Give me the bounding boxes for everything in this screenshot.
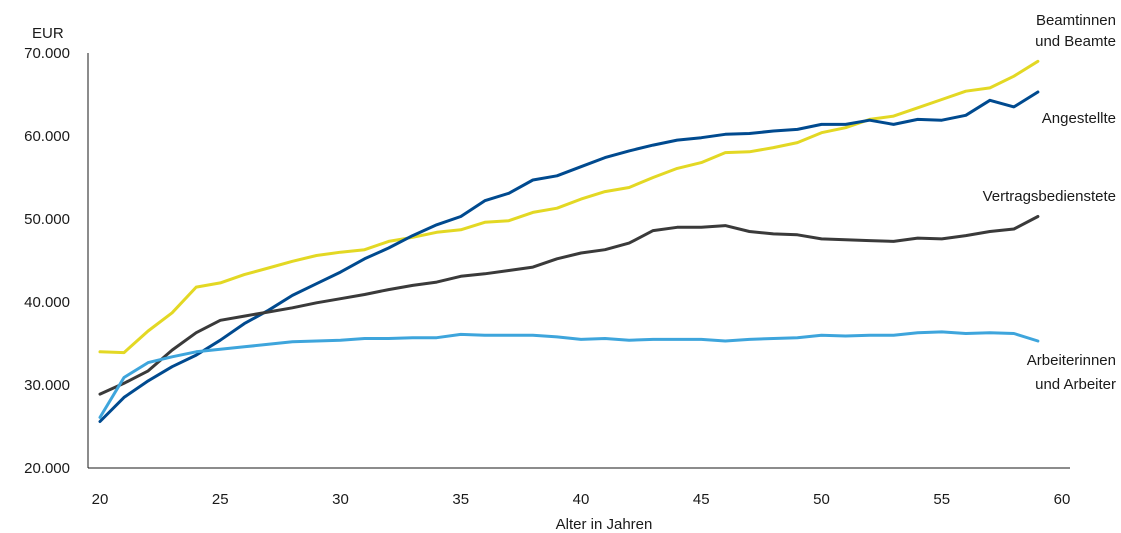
x-tick-label: 60 bbox=[1054, 491, 1071, 508]
x-axis-ticks: 20 25 30 35 40 45 50 55 60 bbox=[92, 491, 1071, 508]
x-axis-title: Alter in Jahren bbox=[556, 516, 653, 533]
x-tick-label: 20 bbox=[92, 491, 109, 508]
series-line bbox=[98, 59, 1040, 355]
x-tick-label: 55 bbox=[933, 491, 950, 508]
y-axis-title: EUR bbox=[32, 25, 64, 42]
series-label: Vertragsbedienstete bbox=[983, 188, 1116, 205]
series-label-line: Angestellte bbox=[1042, 110, 1116, 127]
y-axis-ticks: 20.000 30.000 40.000 50.000 60.000 70.000 bbox=[24, 45, 70, 477]
x-tick-label: 35 bbox=[452, 491, 469, 508]
series-line bbox=[98, 330, 1040, 419]
series-labels: Beamtinnen und Beamte Angestellte Vertragsb… bbox=[983, 12, 1116, 393]
series-label: Angestellte bbox=[1042, 110, 1116, 127]
y-tick-label: 30.000 bbox=[24, 377, 70, 394]
x-tick-label: 30 bbox=[332, 491, 349, 508]
series-lines bbox=[98, 59, 1040, 423]
series-label-line: Arbeiterinnen bbox=[1027, 352, 1116, 369]
series-label-line: Beamtinnen bbox=[1036, 12, 1116, 29]
series-label: Arbeiterinnen und Arbeiter bbox=[1027, 352, 1116, 393]
x-tick-label: 45 bbox=[693, 491, 710, 508]
y-tick-label: 20.000 bbox=[24, 460, 70, 477]
series-line bbox=[98, 90, 1040, 423]
x-tick-label: 40 bbox=[573, 491, 590, 508]
series-label-line: Vertragsbedienstete bbox=[983, 188, 1116, 205]
x-tick-label: 50 bbox=[813, 491, 830, 508]
series-label-line: und Beamte bbox=[1035, 33, 1116, 50]
x-tick-label: 25 bbox=[212, 491, 229, 508]
series-line bbox=[98, 215, 1040, 396]
series-label-line: und Arbeiter bbox=[1035, 376, 1116, 393]
series-label: Beamtinnen und Beamte bbox=[1035, 12, 1116, 50]
y-tick-label: 50.000 bbox=[24, 211, 70, 228]
y-tick-label: 70.000 bbox=[24, 45, 70, 62]
y-tick-label: 60.000 bbox=[24, 128, 70, 145]
y-tick-label: 40.000 bbox=[24, 294, 70, 311]
